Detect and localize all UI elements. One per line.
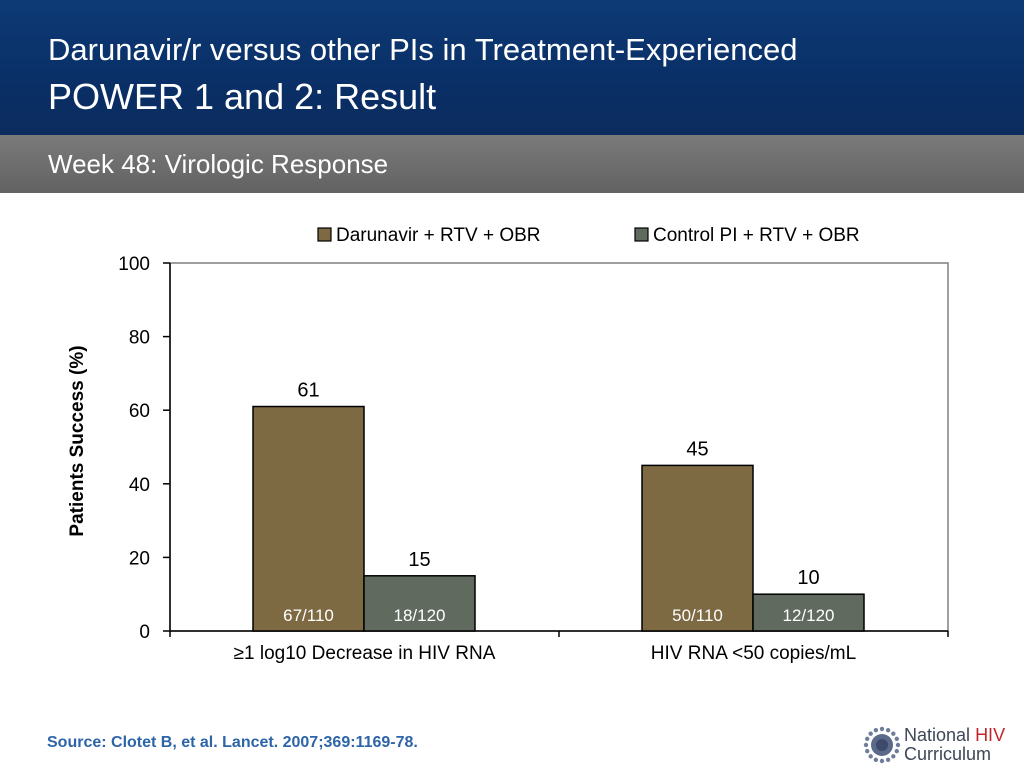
legend-swatch [634, 227, 649, 242]
national-hiv-curriculum-logo: National HIV Curriculum [862, 722, 1022, 766]
y-tick-label: 0 [139, 622, 150, 643]
subtitle-bar: Week 48: Virologic Response [0, 135, 1024, 193]
logo-text-national: National [904, 725, 971, 745]
bar-control [752, 593, 865, 632]
y-tick-label: 40 [129, 475, 150, 496]
slide-subtitle: Week 48: Virologic Response [48, 149, 389, 179]
legend-label: Darunavir + RTV + OBR [336, 225, 541, 246]
data-label: 61 [297, 380, 319, 402]
logo-text-curriculum: Curriculum [904, 744, 992, 764]
bar-control [363, 575, 476, 632]
x-category-label: ≥1 log10 Decrease in HIV RNA [234, 643, 496, 664]
y-tick-label: 20 [129, 548, 150, 569]
logo-text-hiv: HIV [975, 725, 1006, 745]
source-citation: Source: Clotet B, et al. Lancet. 2007;36… [47, 734, 418, 751]
data-label: 45 [686, 438, 708, 460]
title-banner: Darunavir/r versus other PIs in Treatmen… [0, 0, 1024, 135]
fraction-label: 67/110 [283, 606, 334, 625]
logo-emblem-icon [863, 726, 901, 764]
fraction-label: 18/120 [394, 606, 446, 625]
y-tick-label: 80 [129, 328, 150, 349]
bar-chart: 0 20 40 60 80 100 Patients Success (%) ≥1 log10… [67, 225, 949, 664]
data-label: 10 [797, 567, 819, 589]
bar-darunavir [252, 405, 365, 632]
fraction-label: 50/110 [672, 606, 723, 625]
legend-label: Control PI + RTV + OBR [653, 225, 860, 246]
title-line-1: Darunavir/r versus other PIs in Treatmen… [48, 32, 798, 67]
title-line-2: POWER 1 and 2: Result [48, 76, 437, 117]
bar-darunavir [641, 464, 754, 632]
data-label: 15 [408, 549, 430, 571]
legend-swatch [317, 227, 332, 242]
fraction-label: 12/120 [783, 606, 835, 625]
y-tick-label: 100 [118, 254, 150, 275]
y-tick-label: 60 [129, 401, 150, 422]
x-category-label: HIV RNA <50 copies/mL [651, 643, 856, 664]
y-axis-title: Patients Success (%) [67, 345, 88, 536]
